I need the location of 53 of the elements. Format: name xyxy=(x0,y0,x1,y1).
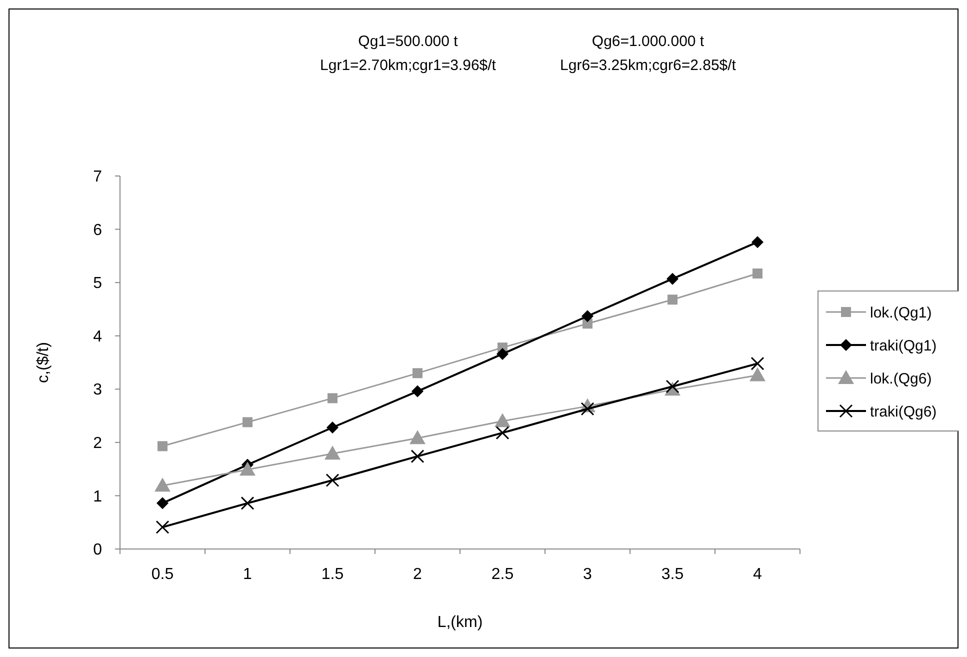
point xyxy=(666,380,680,394)
legend-label: lok.(Qg1) xyxy=(870,304,932,322)
point xyxy=(242,417,252,428)
point xyxy=(156,497,168,510)
y-tick-label: 3 xyxy=(93,382,102,399)
point xyxy=(154,478,170,492)
point xyxy=(580,402,594,416)
y-tick-label: 0 xyxy=(93,542,102,559)
point xyxy=(752,236,764,248)
text: Qg6=1.000.000 t xyxy=(592,33,705,50)
x-tick-label: 2.5 xyxy=(491,566,514,583)
y-tick-label: 1 xyxy=(93,488,102,506)
point xyxy=(496,426,510,440)
point xyxy=(326,422,338,434)
point xyxy=(666,272,678,285)
point xyxy=(752,268,762,279)
y-axis-title: c,($/t) xyxy=(35,342,52,383)
legend-label: lok.(Qg6) xyxy=(870,370,932,388)
point xyxy=(494,413,510,428)
point xyxy=(410,430,426,444)
y-tick-label: 7 xyxy=(93,168,102,186)
point xyxy=(240,462,256,476)
y-tick-label: 4 xyxy=(93,328,102,346)
point xyxy=(412,368,422,378)
y-tick-label: 2 xyxy=(93,435,102,452)
text: Qg1=500.000 t xyxy=(358,33,459,50)
point xyxy=(326,474,340,488)
x-tick-label: 2 xyxy=(413,566,422,583)
y-tick-label: 6 xyxy=(93,222,102,239)
point xyxy=(328,393,338,404)
legend-label: traki(Qg6) xyxy=(870,403,937,420)
point xyxy=(158,441,168,452)
point xyxy=(668,294,678,305)
point xyxy=(156,520,170,534)
x-axis-title: L,(km) xyxy=(437,614,483,631)
text: Lgr6=3.25km;cgr6=2.85$/t xyxy=(560,57,737,74)
point xyxy=(412,385,424,398)
x-tick-label: 0.5 xyxy=(151,566,174,583)
legend-label: traki(Qg1) xyxy=(870,337,937,354)
text: Lgr1=2.70km;cgr1=3.96$/t xyxy=(320,57,497,74)
x-tick-label: 3.5 xyxy=(661,566,684,583)
point xyxy=(324,446,340,460)
point xyxy=(582,310,594,322)
y-tick-label: 5 xyxy=(93,275,102,292)
point xyxy=(750,356,764,370)
point xyxy=(750,367,766,382)
x-tick-label: 3 xyxy=(583,566,592,583)
x-tick-label: 1 xyxy=(243,566,252,583)
point xyxy=(410,450,424,464)
x-tick-label: 1.5 xyxy=(321,566,344,583)
x-tick-label: 4 xyxy=(753,566,762,583)
point xyxy=(240,496,254,510)
point xyxy=(496,348,508,360)
